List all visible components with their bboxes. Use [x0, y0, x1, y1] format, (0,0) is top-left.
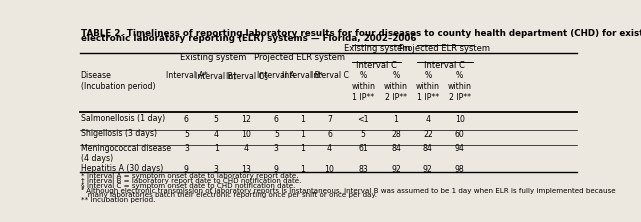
- Text: 1: 1: [300, 130, 305, 139]
- Text: 13: 13: [242, 165, 251, 174]
- Text: 6: 6: [184, 115, 189, 123]
- Text: 4: 4: [426, 115, 430, 123]
- Text: 6: 6: [327, 130, 332, 139]
- Text: 7: 7: [327, 115, 332, 123]
- Text: 60: 60: [454, 130, 465, 139]
- Text: 28: 28: [391, 130, 401, 139]
- Text: %
within
1 IP**: % within 1 IP**: [416, 71, 440, 102]
- Text: TABLE 2. Timeliness of reporting laboratory results for four diseases to county : TABLE 2. Timeliness of reporting laborat…: [81, 29, 641, 38]
- Text: 3: 3: [184, 145, 189, 153]
- Text: 10: 10: [454, 115, 465, 123]
- Text: 1: 1: [300, 145, 305, 153]
- Text: 83: 83: [358, 165, 368, 174]
- Text: Meningococcal disease
(4 days): Meningococcal disease (4 days): [81, 144, 171, 163]
- Text: 1: 1: [213, 145, 219, 153]
- Text: Shigellosis (3 days): Shigellosis (3 days): [81, 129, 156, 138]
- Text: 1: 1: [300, 115, 305, 123]
- Text: § Interval C = symptom onset date to CHD notification date.: § Interval C = symptom onset date to CHD…: [81, 183, 296, 189]
- Text: 3: 3: [274, 145, 279, 153]
- Text: 1: 1: [300, 165, 305, 174]
- Text: 12: 12: [242, 115, 251, 123]
- Text: 10: 10: [324, 165, 335, 174]
- Text: 94: 94: [454, 145, 465, 153]
- Text: Interval C: Interval C: [310, 71, 349, 80]
- Text: 4: 4: [327, 145, 332, 153]
- Text: 5: 5: [361, 130, 366, 139]
- Text: Disease
(Incubation period): Disease (Incubation period): [81, 71, 155, 91]
- Text: 3: 3: [214, 165, 219, 174]
- Text: Interval C: Interval C: [424, 61, 465, 70]
- Text: Interval B¹: Interval B¹: [282, 71, 323, 80]
- Text: 84: 84: [423, 145, 433, 153]
- Text: 92: 92: [423, 165, 433, 174]
- Text: 6: 6: [274, 115, 279, 123]
- Text: Interval A: Interval A: [258, 71, 296, 80]
- Text: %
within
1 IP**: % within 1 IP**: [351, 71, 375, 102]
- Text: many laboratories batch their electronic reporting once per shift or once per da: many laboratories batch their electronic…: [81, 192, 377, 198]
- Text: %
within
2 IP**: % within 2 IP**: [384, 71, 408, 102]
- Text: 1: 1: [394, 115, 399, 123]
- Text: 22: 22: [423, 130, 433, 139]
- Text: Interval A*: Interval A*: [165, 71, 207, 80]
- Text: Interval B†: Interval B†: [196, 71, 237, 80]
- Text: Interval C: Interval C: [356, 61, 397, 70]
- Text: %
within
2 IP**: % within 2 IP**: [447, 71, 472, 102]
- Text: 92: 92: [391, 165, 401, 174]
- Text: † Interval B = laboratory report date to CHD notification date.: † Interval B = laboratory report date to…: [81, 178, 301, 184]
- Text: 4: 4: [213, 130, 219, 139]
- Text: 5: 5: [184, 130, 189, 139]
- Text: 4: 4: [244, 145, 249, 153]
- Text: 10: 10: [242, 130, 251, 139]
- Text: 61: 61: [358, 145, 368, 153]
- Text: Existing system: Existing system: [180, 53, 247, 62]
- Text: 9: 9: [184, 165, 189, 174]
- Text: Interval C§: Interval C§: [226, 71, 267, 80]
- Text: * Interval A = symptom onset date to laboratory report date.: * Interval A = symptom onset date to lab…: [81, 173, 299, 179]
- Text: <1: <1: [358, 115, 369, 123]
- Text: Existing system: Existing system: [344, 44, 410, 53]
- Text: Projected ELR system: Projected ELR system: [399, 44, 490, 53]
- Text: 9: 9: [274, 165, 279, 174]
- Text: Projected ELR system: Projected ELR system: [254, 53, 345, 62]
- Text: Hepatitis A (30 days): Hepatitis A (30 days): [81, 164, 163, 173]
- Text: ** Incubation period.: ** Incubation period.: [81, 197, 156, 203]
- Text: 5: 5: [214, 115, 219, 123]
- Text: 84: 84: [391, 145, 401, 153]
- Text: 5: 5: [274, 130, 279, 139]
- Text: Salmonellosis (1 day): Salmonellosis (1 day): [81, 114, 165, 123]
- Text: electronic laboratory reporting (ELR) systems — Florida, 2002–2006: electronic laboratory reporting (ELR) sy…: [81, 34, 417, 43]
- Text: 98: 98: [454, 165, 465, 174]
- Text: ¹ Although electronic transmission of laboratory reports is instantaneous, inter: ¹ Although electronic transmission of la…: [81, 188, 616, 194]
